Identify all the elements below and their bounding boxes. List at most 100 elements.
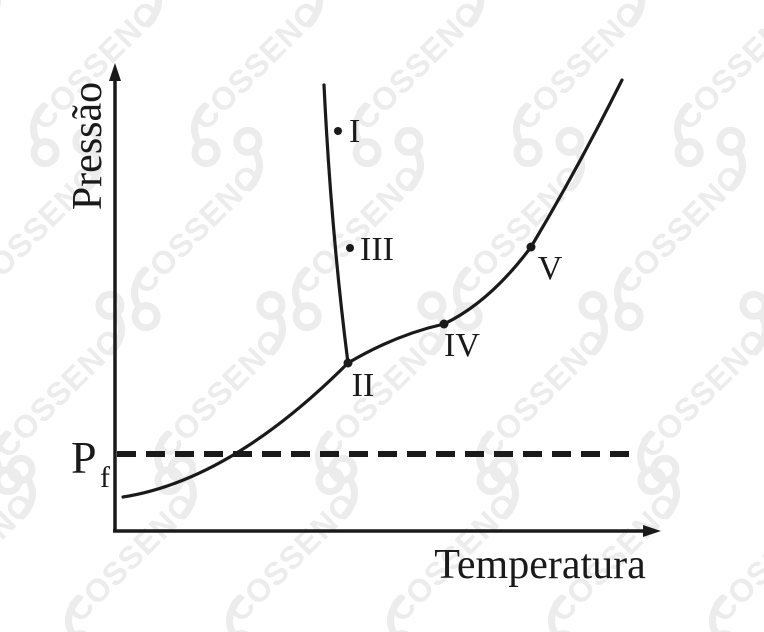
point-II-marker — [343, 358, 353, 368]
watermark-text: COSSENO — [507, 0, 651, 137]
point-III-marker — [346, 244, 354, 252]
watermark-flourish — [179, 475, 197, 520]
watermark-ring — [716, 126, 746, 156]
watermark-flourish — [144, 0, 162, 28]
watermark-text: COSSENO — [470, 321, 614, 465]
point-IV-marker — [439, 319, 449, 329]
watermark-text: COSSENO — [59, 485, 203, 629]
watermark-tile: COSSENO — [148, 290, 292, 496]
watermark-ring — [292, 302, 322, 332]
watermark-flourish — [429, 311, 447, 356]
watermark-flourish — [0, 430, 11, 475]
watermark-flourish — [191, 102, 209, 147]
point-I-marker — [334, 127, 342, 135]
watermark-ring — [95, 290, 125, 320]
point-V-marker — [526, 242, 536, 252]
watermark-flourish — [466, 0, 484, 28]
watermark-flourish — [662, 475, 680, 520]
watermark-text: COSSENO — [185, 0, 329, 137]
watermark-flourish — [305, 0, 323, 28]
watermark-flourish — [131, 266, 149, 311]
watermark-ring — [6, 454, 36, 484]
watermark-tile: COSSENO — [59, 454, 203, 632]
watermark-flourish — [501, 475, 519, 520]
watermark-ring — [614, 302, 644, 332]
watermark-flourish — [674, 102, 692, 147]
watermark-flourish — [614, 266, 632, 311]
watermark-text: COSSENO — [0, 485, 42, 629]
watermark-ring — [674, 138, 704, 168]
watermark-text: COSSENO — [346, 0, 490, 137]
watermark-ring — [0, 466, 23, 496]
reference-pressure-label-subscript: f — [100, 461, 110, 494]
y-axis-arrowhead — [109, 63, 121, 81]
watermark-ring — [191, 138, 221, 168]
watermark-flourish — [406, 147, 424, 192]
watermark-ring — [578, 290, 608, 320]
watermark-ring — [72, 126, 102, 156]
watermark-text: COSSENO — [148, 321, 292, 465]
watermark-flourish — [30, 102, 48, 147]
watermark-tile: COSSENO — [631, 290, 764, 496]
watermark-ring — [328, 454, 358, 484]
watermark-ring — [476, 466, 506, 496]
watermark-ring — [315, 466, 345, 496]
watermark-tile: COSSENO — [220, 454, 364, 632]
point-V-label: V — [538, 250, 563, 287]
watermark-ring — [233, 126, 263, 156]
y-axis-label: Pressão — [65, 82, 111, 210]
text-layer: Pressão Temperatura P f — [65, 82, 646, 588]
watermark-ring — [131, 302, 161, 332]
watermark-ring — [417, 290, 447, 320]
fusion-curve — [322, 83, 350, 365]
watermark-flourish — [352, 102, 370, 147]
watermark-flourish — [637, 430, 655, 475]
watermark-flourish — [292, 266, 310, 311]
watermark-text: COSSENO — [286, 157, 430, 301]
watermark-flourish — [268, 311, 286, 356]
watermark-flourish — [453, 266, 471, 311]
watermark-flourish — [84, 147, 102, 192]
watermark-tile: COSSENO — [470, 290, 614, 496]
x-axis-arrowhead — [643, 525, 661, 537]
watermark-ring — [489, 454, 519, 484]
watermark-flourish — [315, 430, 333, 475]
point-IV-label: IV — [444, 327, 480, 364]
x-axis-label: Temperatura — [434, 542, 646, 588]
reference-pressure-label-main: P — [71, 432, 97, 483]
watermark-ring — [453, 302, 483, 332]
watermark-text: COSSENO — [631, 321, 764, 465]
watermark-tile: COSSENO — [0, 0, 7, 137]
watermark-flourish — [340, 475, 358, 520]
watermark-ring — [513, 138, 543, 168]
watermark-ring — [256, 290, 286, 320]
watermark-ring — [352, 138, 382, 168]
watermark-text: COSSENO — [0, 0, 7, 137]
axes-layer — [109, 63, 661, 537]
point-III-label: III — [360, 231, 394, 268]
watermark-flourish — [567, 147, 585, 192]
watermark-ring — [0, 301, 1, 332]
watermark-text: COSSENO — [0, 321, 131, 465]
watermark-flourish — [728, 147, 746, 192]
watermark-ring — [637, 466, 667, 496]
vaporization-curve — [346, 78, 624, 365]
watermark-ring — [739, 290, 764, 320]
watermark-flourish — [590, 311, 608, 356]
watermark-text: COSSENO — [309, 321, 453, 465]
point-II-label: II — [352, 367, 375, 404]
watermark-flourish — [245, 147, 263, 192]
watermark-text: COSSENO — [608, 157, 752, 301]
watermark-flourish — [18, 475, 36, 520]
watermark-tile: COSSENO — [703, 485, 764, 632]
watermark-flourish — [627, 0, 645, 28]
reference-pressure-label: P f — [71, 432, 110, 494]
watermark-ring — [555, 126, 585, 156]
watermark-text: COSSENO — [125, 157, 269, 301]
watermark-ring — [30, 138, 60, 168]
watermark-flourish — [513, 102, 531, 147]
watermark-flourish — [751, 311, 764, 356]
